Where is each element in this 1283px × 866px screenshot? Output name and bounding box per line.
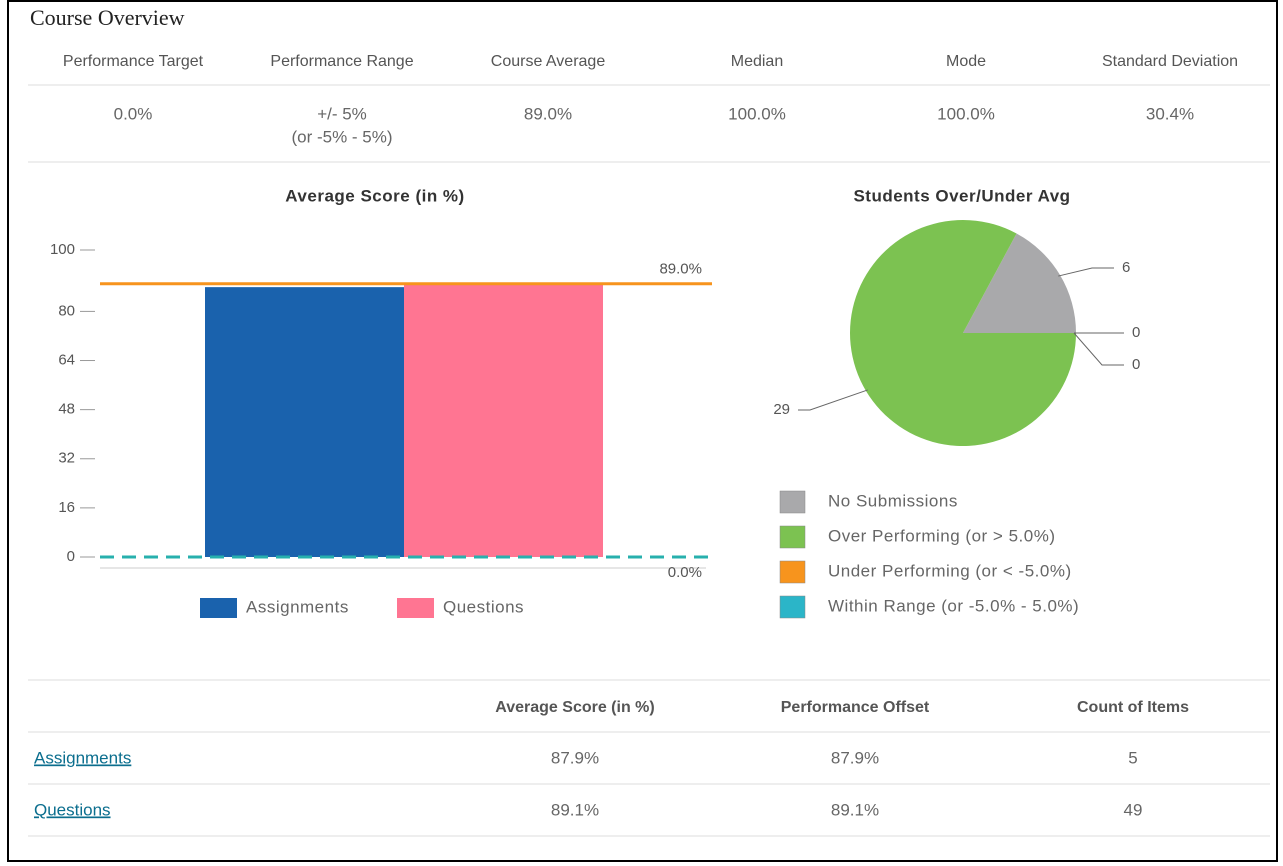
- stat-header: Mode: [946, 53, 986, 70]
- pie-slice: [963, 233, 1076, 333]
- page-border: [7, 0, 1278, 862]
- legend-label: Assignments: [246, 597, 349, 616]
- legend-swatch: [779, 490, 806, 514]
- legend-swatch: [779, 595, 806, 619]
- legend-label: Within Range (or -5.0% - 5.0%): [828, 596, 1079, 615]
- row-link[interactable]: Questions: [34, 800, 111, 819]
- reference-label: 0.0%: [668, 564, 702, 581]
- stat-header: Performance Target: [63, 53, 204, 70]
- legend-swatch: [397, 598, 434, 618]
- table-cell: 49: [1124, 800, 1143, 819]
- y-tick-label: 32: [58, 450, 75, 467]
- y-tick-label: 80: [58, 302, 75, 319]
- row-link[interactable]: Assignments: [34, 748, 131, 767]
- leader-line: [1073, 332, 1124, 366]
- pie-label: 29: [773, 401, 790, 418]
- stat-header: Median: [731, 53, 783, 70]
- pie-label: 0: [1132, 324, 1140, 341]
- table-cell: 89.1%: [831, 800, 879, 819]
- stat-header: Performance Range: [270, 53, 413, 70]
- stat-value: 89.0%: [524, 104, 572, 123]
- legend-swatch: [200, 598, 237, 618]
- stat-value: 100.0%: [728, 104, 786, 123]
- reference-label: 89.0%: [659, 261, 702, 278]
- chart-title: Students Over/Under Avg: [853, 186, 1070, 205]
- y-tick-label: 16: [58, 499, 75, 516]
- leader-line: [1058, 267, 1114, 277]
- legend-label: Under Performing (or < -5.0%): [828, 561, 1072, 580]
- legend-swatch: [779, 525, 806, 549]
- stat-value: 0.0%: [114, 104, 153, 123]
- leader-line: [798, 389, 868, 411]
- stat-value: 100.0%: [937, 104, 995, 123]
- table-header: Average Score (in %): [495, 699, 654, 716]
- table-header: Performance Offset: [781, 699, 930, 716]
- y-tick-label: 64: [58, 351, 75, 368]
- legend-swatch: [779, 560, 806, 584]
- pie-slice: [849, 220, 1076, 447]
- legend-label: No Submissions: [828, 491, 958, 510]
- pie-label: 6: [1122, 259, 1130, 276]
- stat-header: Standard Deviation: [1102, 53, 1238, 70]
- table-cell: 5: [1128, 748, 1137, 767]
- stat-value: +/- 5%: [317, 104, 367, 123]
- y-tick-label: 0: [67, 548, 75, 565]
- bar: [205, 287, 404, 557]
- table-header: Count of Items: [1077, 699, 1189, 716]
- y-tick-label: 100: [50, 241, 75, 258]
- y-tick-label: 48: [58, 401, 75, 418]
- chart-title: Average Score (in %): [285, 186, 464, 205]
- pie-label: 0: [1132, 356, 1140, 373]
- table-cell: 87.9%: [551, 748, 599, 767]
- legend-label: Over Performing (or > 5.0%): [828, 526, 1056, 545]
- legend-label: Questions: [443, 597, 524, 616]
- page-title: Course Overview: [30, 5, 185, 30]
- stat-value: (or -5% - 5%): [291, 127, 392, 146]
- stat-header: Course Average: [491, 53, 606, 70]
- bar: [404, 283, 603, 557]
- table-cell: 87.9%: [831, 748, 879, 767]
- stat-value: 30.4%: [1146, 104, 1194, 123]
- table-cell: 89.1%: [551, 800, 599, 819]
